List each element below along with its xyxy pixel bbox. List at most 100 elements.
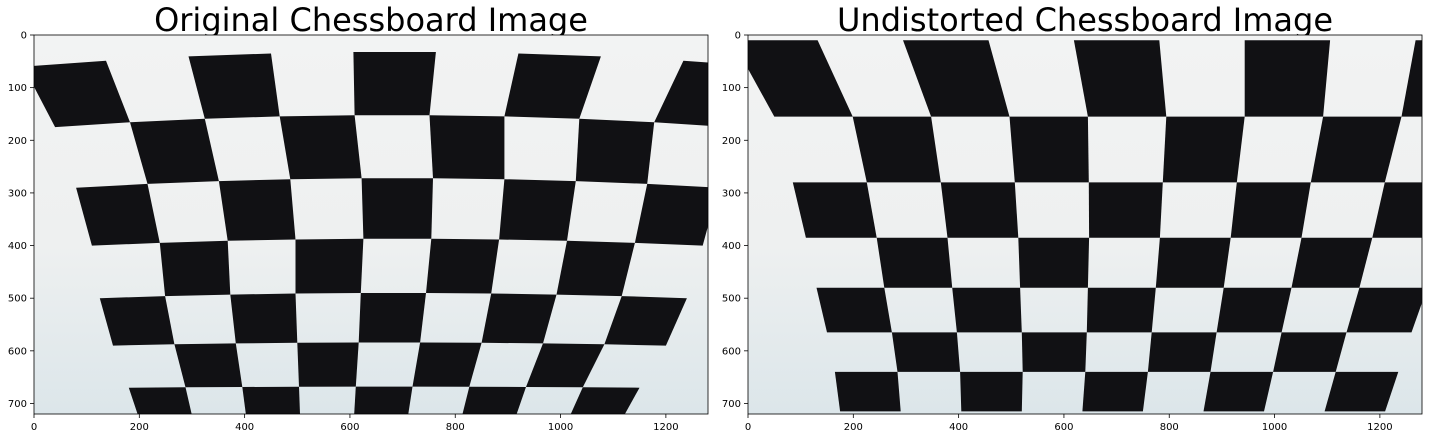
original-image-axes: 0 200 400 600 800 1000 1200 0 100 200 300 400 500 600… [8, 31, 709, 433]
y-tick-label: 500 [722, 294, 741, 305]
y-tick-label: 300 [722, 188, 741, 199]
y-tick-label: 600 [8, 346, 27, 357]
chessboard-square [1291, 237, 1373, 288]
y-tick-label: 200 [8, 136, 27, 147]
chessboard-square [852, 116, 941, 183]
chessboard-square [159, 240, 231, 297]
chessboard-square [297, 342, 359, 387]
y-tick-label: 500 [8, 294, 27, 305]
chessboard-square [960, 371, 1023, 412]
y-tick-label: 700 [8, 399, 27, 410]
chessboard-square [426, 238, 500, 294]
chessboard-square [99, 296, 175, 346]
chessboard-square [876, 237, 953, 288]
y-tick-label: 100 [722, 83, 741, 94]
chessboard-square [556, 240, 635, 297]
chessboard-square [499, 179, 576, 241]
chessboard-square [1244, 40, 1331, 117]
x-tick-label: 600 [340, 422, 359, 433]
chessboard-square [940, 182, 1019, 238]
chessboard-square [295, 238, 364, 294]
chessboard-photo [748, 35, 1422, 414]
chessboard-square [429, 115, 505, 180]
original-image-title: Original Chessboard Image [154, 1, 588, 39]
chessboard-square [361, 178, 433, 239]
x-tick-label: 800 [446, 422, 465, 433]
chessboard-square [816, 287, 892, 333]
chessboard-square [34, 60, 130, 128]
chessboard-square [1155, 237, 1231, 288]
x-tick-label: 1000 [1262, 422, 1287, 433]
y-tick-label: 100 [8, 83, 27, 94]
chessboard-square [504, 53, 601, 119]
chessboard-square [1073, 40, 1167, 117]
chessboard-square [634, 183, 708, 246]
x-tick-label: 400 [949, 422, 968, 433]
y-tick-label: 400 [722, 241, 741, 252]
x-tick-label: 1200 [653, 422, 678, 433]
chessboard-square [358, 293, 426, 343]
x-tick-label: 0 [31, 422, 37, 433]
chessboard-square [1273, 332, 1347, 372]
y-tick-label: 400 [8, 241, 27, 252]
chessboard-square [891, 332, 961, 372]
x-tick-label: 1200 [1367, 422, 1392, 433]
chessboard-square [76, 183, 160, 246]
y-tick-label: 0 [735, 31, 741, 42]
chessboard-square [1372, 182, 1422, 238]
x-tick-label: 200 [130, 422, 149, 433]
undistorted-image-axes: 0 200 400 600 800 1000 1200 0 100 200 300 400 500 600… [722, 31, 1423, 433]
chessboard-square [412, 342, 482, 387]
chessboard-square [1018, 237, 1090, 288]
chessboard-square [952, 287, 1022, 333]
y-tick-label: 200 [722, 136, 741, 147]
chessboard-square [1162, 116, 1245, 183]
chessboard-square [130, 118, 219, 184]
chessboard-square [1009, 116, 1089, 183]
chessboard-square [128, 387, 192, 414]
chessboard-square [353, 52, 436, 116]
chessboard-photo [34, 35, 708, 414]
chessboard-square [1346, 287, 1422, 333]
chessboard-square [218, 179, 296, 241]
y-tick-label: 0 [21, 31, 27, 42]
chessboard-square [1203, 371, 1274, 412]
y-tick-label: 600 [722, 346, 741, 357]
x-tick-label: 400 [235, 422, 254, 433]
chessboard-square [462, 386, 526, 414]
x-tick-label: 200 [844, 422, 863, 433]
chessboard-square [1082, 371, 1148, 412]
chessboard-square [1230, 182, 1311, 238]
chessboard-square [242, 386, 300, 414]
chessboard-square [188, 53, 280, 119]
x-tick-label: 600 [1054, 422, 1073, 433]
chessboard-square [604, 296, 687, 346]
chessboard-square [526, 343, 605, 388]
chessboard-square [1147, 332, 1217, 372]
x-tick-label: 800 [1160, 422, 1179, 433]
chessboard-square [834, 371, 901, 412]
chessboard-square [1310, 116, 1402, 183]
x-tick-label: 0 [745, 422, 751, 433]
chessboard-square [279, 115, 362, 180]
y-tick-label: 700 [722, 399, 741, 410]
chessboard-square [1401, 40, 1422, 117]
chessboard-square [1088, 182, 1163, 238]
chessboard-square [230, 293, 298, 344]
chessboard-square [174, 343, 243, 388]
chessboard-square [792, 182, 877, 238]
chessboard-square [575, 118, 655, 184]
chessboard-square [1086, 287, 1156, 333]
undistorted-image-title: Undistorted Chessboard Image [836, 1, 1334, 39]
chessboard-square [1216, 287, 1292, 333]
chessboard-square [481, 293, 557, 344]
chessboard-square [654, 60, 708, 126]
chessboard-square [354, 386, 413, 414]
x-tick-label: 1000 [548, 422, 573, 433]
chessboard-square [903, 40, 1010, 117]
y-tick-label: 300 [8, 188, 27, 199]
chessboard-square [1021, 332, 1087, 372]
chessboard-square [570, 387, 640, 414]
chessboard-square [748, 40, 853, 117]
